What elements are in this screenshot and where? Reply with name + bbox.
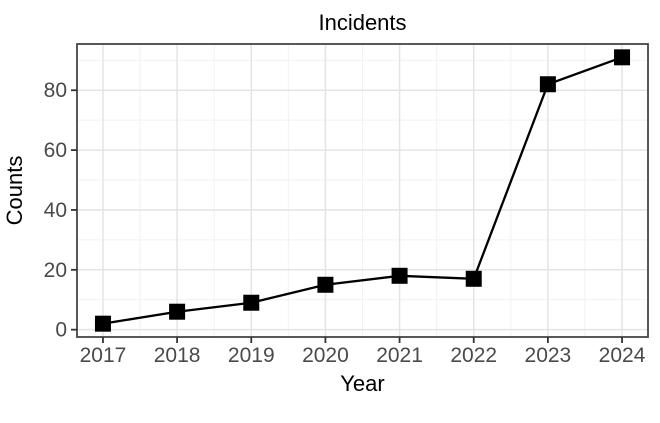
data-point-2017 [94,315,111,332]
series-incidents [94,49,631,332]
x-tick-label: 2019 [228,344,275,367]
data-point-2018 [169,303,186,320]
x-tick-label: 2018 [154,344,201,367]
y-tick-label: 40 [44,199,67,222]
data-point-2020 [317,276,334,293]
x-tick-label: 2024 [599,344,646,367]
y-tick-label: 80 [44,79,67,102]
x-tick-label: 2020 [302,344,349,367]
x-tick-label: 2022 [450,344,497,367]
y-tick-label: 60 [44,139,67,162]
x-tick-label: 2023 [525,344,572,367]
data-point-2019 [243,294,260,311]
data-point-2022 [465,270,482,287]
y-tick-label: 0 [55,319,67,342]
y-tick-labels: 0 20 40 60 80 [44,79,67,341]
x-tick-label: 2017 [80,344,127,367]
y-tick-label: 20 [44,259,67,282]
data-point-2023 [539,76,556,93]
x-axis-title: Year [340,371,384,396]
y-axis-title: Counts [2,156,27,226]
data-point-2021 [391,267,408,284]
chart-title: Incidents [318,10,406,35]
grid-major [77,44,648,337]
x-tick-labels: 2017 2018 2019 2020 2021 2022 2023 2024 [80,344,646,367]
panel-border [76,43,649,338]
data-point-2024 [614,49,631,66]
axis-tick-marks [71,89,623,343]
grid-minor [77,44,648,337]
series-line [102,56,623,325]
x-tick-label: 2021 [376,344,423,367]
